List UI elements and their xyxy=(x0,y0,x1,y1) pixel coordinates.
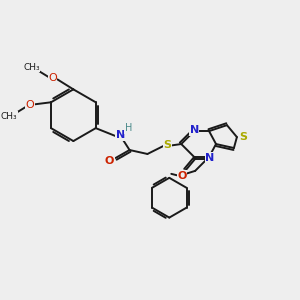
Text: O: O xyxy=(105,156,114,166)
Text: S: S xyxy=(163,140,171,150)
Text: H: H xyxy=(125,123,132,133)
Text: O: O xyxy=(178,171,187,181)
Text: CH₃: CH₃ xyxy=(1,112,18,121)
Text: N: N xyxy=(190,125,199,135)
Text: S: S xyxy=(239,132,247,142)
Text: O: O xyxy=(26,100,34,110)
Text: O: O xyxy=(48,74,57,83)
Text: N: N xyxy=(116,130,125,140)
Text: CH₃: CH₃ xyxy=(23,63,40,72)
Text: N: N xyxy=(206,153,215,163)
